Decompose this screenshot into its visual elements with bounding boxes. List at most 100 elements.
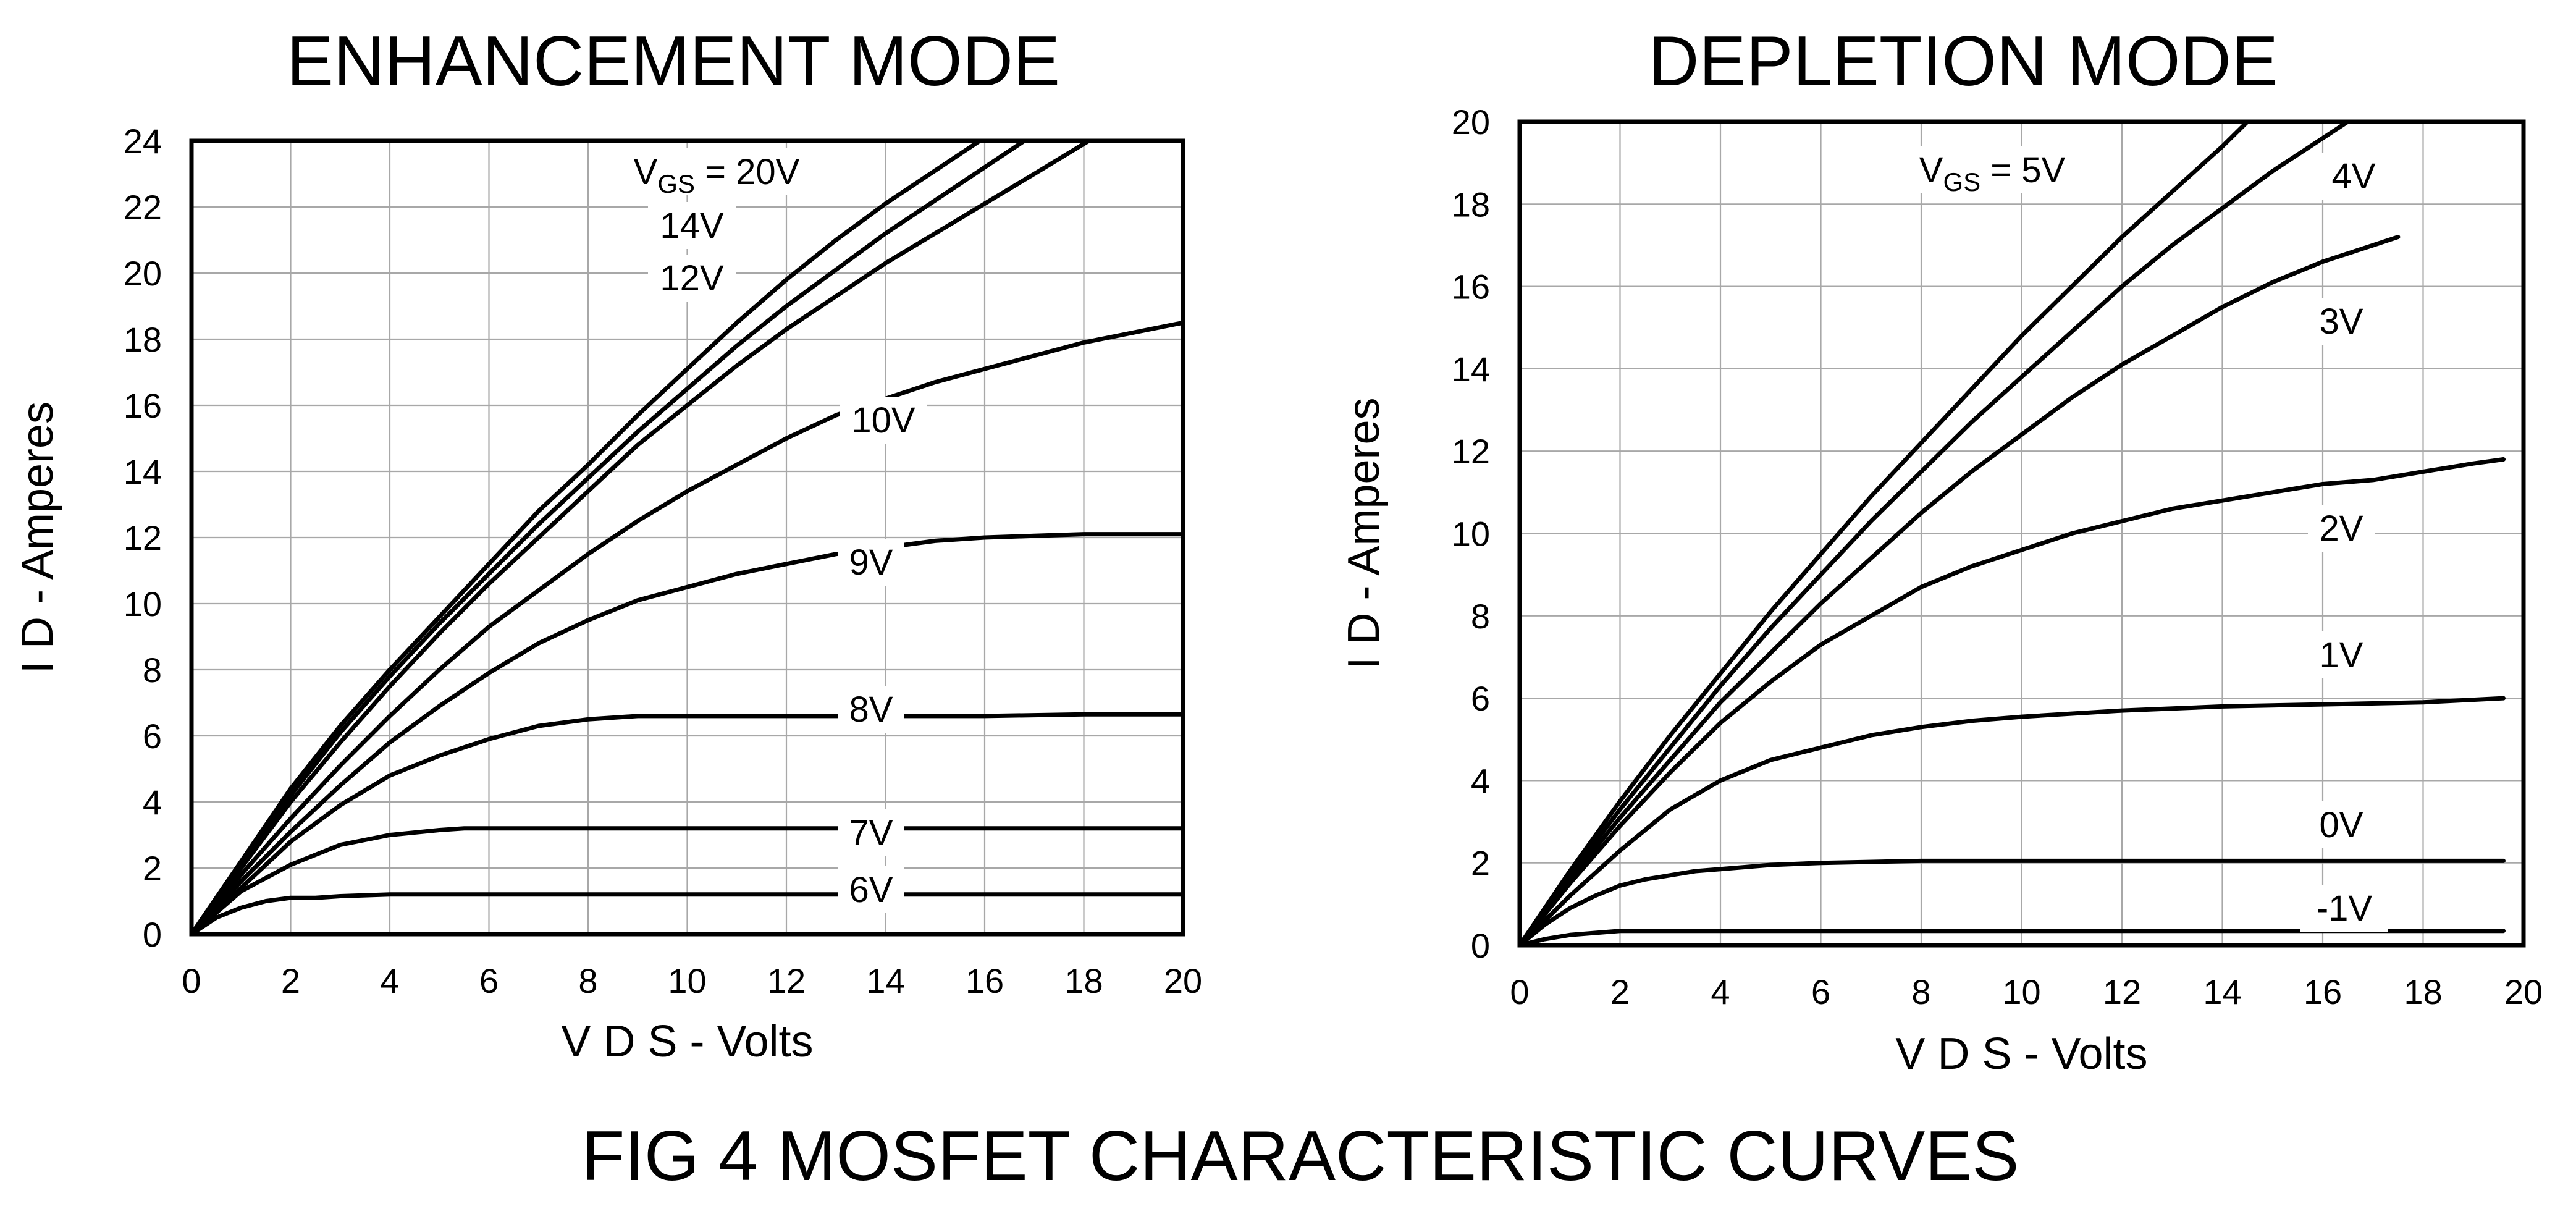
dep-curve-4v	[1517, 119, 2351, 948]
enh-label-bg	[648, 255, 736, 302]
enh-curve-label-text: 12V	[660, 258, 724, 298]
dep-y-tick-label: 6	[1471, 679, 1490, 718]
depletion-chart-title: DEPLETION MODE	[1648, 22, 2278, 101]
dep-label-bg	[2300, 885, 2388, 932]
dep-curve-label: 2V	[2308, 505, 2375, 552]
dep-x-tick-label: 20	[2504, 972, 2543, 1011]
enh-label-bg	[838, 686, 904, 733]
dep-curve-label: 0V	[2308, 801, 2375, 848]
enh-curve-12v	[189, 138, 1091, 937]
enh-label-bg	[838, 539, 904, 586]
dep-x-tick-label: 18	[2404, 972, 2442, 1011]
enhancement-chart-title: ENHANCEMENT MODE	[287, 22, 1060, 101]
enh-y-tick-label: 4	[143, 783, 162, 822]
dep-y-tick-label: 10	[1452, 515, 1490, 554]
enh-curve-6v	[189, 892, 1185, 937]
enh-curve-label: 10V	[840, 397, 927, 444]
enh-label-bg	[838, 809, 904, 856]
enh-y-tick-label: 22	[124, 188, 162, 227]
enh-label-bg	[840, 397, 927, 444]
dep-curve-label-text: -1V	[2317, 888, 2373, 929]
dep-curve-label-text: 2V	[2320, 508, 2363, 549]
dep-y-tick-label: 2	[1471, 844, 1490, 883]
depletion-mode-chart: VGS = 5V 4V 3V 2V 1V 0V -1V 0 2 4 6 8 10 12 14 16 18 20 0 2…	[1339, 103, 2543, 1079]
enh-curve-label: 8V	[838, 686, 904, 733]
dep-y-tick-label: 14	[1452, 350, 1490, 389]
enh-curve-7v	[189, 826, 1185, 937]
enh-x-tick-label: 2	[281, 961, 300, 1000]
dep-curve-label: -1V	[2300, 885, 2388, 932]
dep-y-tick-label: 12	[1452, 432, 1490, 471]
dep-x-tick-label: 14	[2203, 972, 2241, 1011]
enh-curve-14v	[189, 138, 1027, 937]
dep-curve-1v	[1517, 696, 2506, 948]
dep-curve-3v	[1517, 235, 2401, 948]
enh-curve-label: 9V	[838, 539, 904, 586]
dep-curve-label-text: 1V	[2320, 635, 2363, 675]
enh-curve-label: VGS = 20V	[615, 148, 819, 198]
dep-y-tick-label: 16	[1452, 268, 1490, 306]
dep-y-tick-label: 20	[1452, 103, 1490, 141]
enh-x-tick-label: 12	[767, 961, 806, 1000]
dep-curve-label-text: 3V	[2320, 302, 2363, 342]
enh-curve-label-text: 6V	[849, 870, 893, 910]
enh-x-tick-label: 16	[966, 961, 1004, 1000]
dep-curve-label: 1V	[2308, 631, 2375, 678]
dep-label-bg	[2308, 505, 2375, 552]
enh-curve-10v	[189, 320, 1185, 937]
enh-x-tick-label: 4	[380, 961, 399, 1000]
enh-curve-9v	[189, 532, 1185, 937]
dep-curve-vgs5v	[1517, 119, 2250, 948]
enh-y-tick-label: 2	[143, 849, 162, 888]
dep-curve-label-text: 4V	[2332, 156, 2376, 196]
dep-x-tick-label: 0	[1510, 972, 1529, 1011]
enh-plot-frame	[189, 138, 1185, 937]
dep-y-tick-label: 4	[1471, 761, 1490, 800]
dep-x-tick-label: 2	[1610, 972, 1630, 1011]
enh-y-tick-label: 12	[124, 518, 162, 557]
enh-label-bg	[648, 202, 736, 249]
enh-curve-label-text: 9V	[849, 542, 893, 583]
enh-curve-label-text: 14V	[660, 206, 724, 246]
dep-curve-label: 4V	[2320, 153, 2387, 200]
dep-y-tick-label: 18	[1452, 185, 1490, 224]
dep-label-bg	[2320, 153, 2387, 200]
enh-x-tick-label: 0	[182, 961, 201, 1000]
dep-label-bg	[2308, 298, 2375, 345]
enh-y-tick-label: 10	[124, 584, 162, 623]
dep-x-tick-label: 4	[1711, 972, 1730, 1011]
enh-curve-8v	[189, 712, 1185, 937]
dep-x-tick-label: 6	[1811, 972, 1830, 1011]
enh-y-tick-label: 16	[124, 386, 162, 425]
dep-curve-2v	[1517, 457, 2506, 948]
enh-y-tick-label: 14	[124, 452, 162, 491]
dep-curve-label: 3V	[2308, 298, 2375, 345]
dep-y-tick-label: 0	[1471, 926, 1490, 965]
figure-caption: FIG 4 MOSFET CHARACTERISTIC CURVES	[582, 1117, 2019, 1195]
enh-x-tick-label: 10	[668, 961, 706, 1000]
enh-curve-label: 14V	[648, 202, 736, 249]
dep-curve-label-text: 0V	[2320, 805, 2363, 845]
enh-curve-vgs20v	[189, 138, 982, 937]
enh-label-bg	[838, 866, 904, 913]
enh-y-tick-label: 24	[124, 122, 162, 161]
dep-curve-label: VGS = 5V	[1890, 146, 2094, 196]
enh-x-tick-label: 20	[1164, 961, 1202, 1000]
dep-curve--1v	[1517, 929, 2506, 948]
enh-y-tick-label: 18	[124, 320, 162, 359]
dep-curve-0v	[1517, 858, 2506, 948]
enh-y-tick-label: 20	[124, 254, 162, 293]
enh-x-tick-label: 8	[578, 961, 597, 1000]
enh-curve-label-text: 8V	[849, 689, 893, 730]
dep-x-axis-label: V D S - Volts	[1895, 1029, 2147, 1079]
enh-curve-label: 6V	[838, 866, 904, 913]
enh-curve-label-text: 10V	[851, 400, 915, 441]
enh-y-tick-label: 6	[143, 717, 162, 756]
enh-curve-label: 7V	[838, 809, 904, 856]
enh-x-tick-label: 18	[1064, 961, 1103, 1000]
enh-curve-label-text: VGS = 20V	[634, 152, 800, 198]
dep-x-tick-label: 8	[1911, 972, 1930, 1011]
dep-curve-label-text: VGS = 5V	[1919, 150, 2066, 196]
enh-y-tick-label: 0	[143, 915, 162, 954]
